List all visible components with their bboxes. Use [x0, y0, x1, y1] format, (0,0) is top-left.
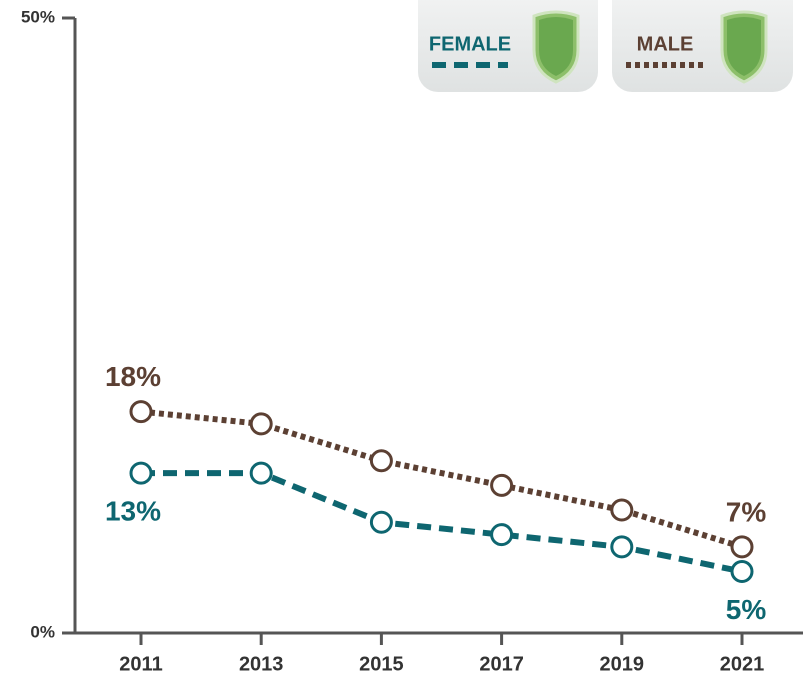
data-label: 18% [105, 361, 161, 392]
shield-icon [720, 10, 768, 84]
x-tick-label: 2013 [239, 653, 284, 675]
data-label: 7% [726, 496, 767, 527]
y-tick-label: 0% [30, 622, 55, 641]
x-tick-label: 2021 [720, 653, 765, 675]
data-point [610, 498, 634, 522]
x-tick-label: 2015 [359, 653, 404, 675]
data-point [369, 449, 393, 473]
legend-label: MALE [637, 33, 694, 55]
shield-icon [532, 10, 580, 84]
data-point [129, 400, 153, 424]
data-point [369, 510, 393, 534]
legend-label: FEMALE [429, 33, 511, 55]
series-line [141, 470, 743, 575]
data-point [730, 535, 754, 559]
data-point [730, 560, 754, 583]
data-point [490, 473, 514, 497]
x-tick-label: 2019 [600, 653, 645, 675]
data-point [490, 523, 514, 547]
x-tick-label: 2017 [479, 653, 524, 675]
data-label: 13% [105, 495, 161, 526]
data-point [249, 412, 273, 436]
data-label: 5% [726, 594, 767, 625]
data-point [249, 461, 273, 485]
data-point [129, 461, 153, 485]
x-tick-label: 2011 [119, 653, 162, 675]
y-tick-label: 50% [21, 7, 55, 26]
series-line [140, 408, 743, 550]
data-point [610, 535, 634, 559]
